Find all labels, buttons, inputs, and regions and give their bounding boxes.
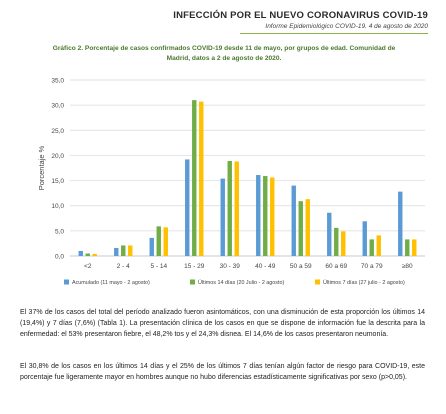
x-tick-label: 30 - 39: [220, 263, 241, 270]
y-tick-label: 25,0: [51, 128, 64, 135]
paragraph-risk-factors: El 30,8% de los casos en los últimos 14 …: [20, 363, 425, 381]
chart-title-line-2: Madrid, datos a 2 de agosto de 2020.: [166, 54, 282, 62]
legend-label: Últimos 7 días (27 julio - 2 agosto): [323, 279, 405, 286]
x-tick-label: 60 a 69: [325, 263, 347, 270]
bar: [234, 161, 239, 256]
bar: [263, 176, 268, 256]
report-header: INFECCIÓN POR EL NUEVO CORONAVIRUS COVID…: [173, 10, 428, 30]
bar: [398, 191, 403, 256]
bar: [220, 178, 225, 256]
x-tick-label: 15 - 29: [184, 263, 205, 270]
x-tick-label: 40 - 49: [255, 263, 276, 270]
bar: [114, 247, 119, 256]
y-tick-label: 5,0: [55, 228, 64, 235]
bar: [327, 212, 332, 256]
chart-title: Gráfico 2. Porcentaje de casos confirmad…: [24, 44, 424, 63]
bar: [199, 101, 204, 256]
y-tick-label: 20,0: [51, 153, 64, 160]
bar: [291, 185, 296, 256]
bar: [92, 253, 97, 256]
bar: [341, 231, 346, 256]
bar: [163, 227, 168, 256]
legend-swatch: [190, 279, 195, 285]
bar: [412, 239, 417, 256]
header-divider: [240, 33, 428, 34]
bar: [305, 199, 310, 256]
bar: [121, 245, 126, 256]
x-tick-label: <2: [84, 263, 92, 270]
bar: [334, 227, 339, 256]
bar: [298, 201, 303, 256]
chart-title-line-1: Gráfico 2. Porcentaje de casos confirmad…: [52, 45, 396, 52]
x-tick-label: 2 - 4: [117, 263, 130, 270]
x-tick-label: 70 a 79: [361, 263, 383, 270]
legend-swatch: [64, 279, 69, 285]
legend-label: Últimos 14 días (20 Julio - 2 agosto): [198, 279, 284, 286]
chart-container: 0,0 5,0 10,0 15,0 20,0 25,0 30,0 35,0 Porcentaje…: [0, 72, 446, 302]
x-tick-label: 5 - 14: [150, 263, 167, 270]
bar: [85, 253, 90, 256]
bar-chart: 0,0 5,0 10,0 15,0 20,0 25,0 30,0 35,0 Porcentaje…: [37, 78, 425, 286]
bar: [227, 160, 232, 256]
bar: [192, 100, 197, 256]
paragraph-clinical-presentation: El 37% de los casos del total del períod…: [20, 309, 425, 338]
x-tick-label: 50 a 59: [290, 263, 312, 270]
bar: [362, 221, 367, 256]
bar: [270, 177, 275, 256]
legend-swatch: [315, 279, 320, 285]
bar: [256, 175, 261, 256]
x-tick-label: ≥80: [402, 263, 413, 270]
bar: [156, 226, 161, 256]
y-tick-label: 0,0: [55, 254, 64, 261]
y-axis-label: Porcentaje %: [37, 145, 46, 190]
legend-label: Acumulado (11 mayo - 2 agosto): [72, 280, 150, 286]
bar: [128, 245, 133, 256]
y-tick-label: 10,0: [51, 203, 64, 210]
bar: [369, 239, 374, 256]
y-tick-label: 15,0: [51, 178, 64, 185]
bar: [78, 250, 83, 256]
bar: [149, 237, 154, 256]
report-subtitle: Informe Epidemiológico COVID-19. 4 de ag…: [265, 23, 428, 30]
bar: [185, 159, 190, 256]
y-tick-label: 35,0: [51, 78, 64, 85]
bar: [376, 235, 381, 256]
bar: [405, 239, 410, 256]
report-title: INFECCIÓN POR EL NUEVO CORONAVIRUS COVID…: [173, 10, 428, 21]
y-tick-label: 30,0: [51, 103, 64, 110]
